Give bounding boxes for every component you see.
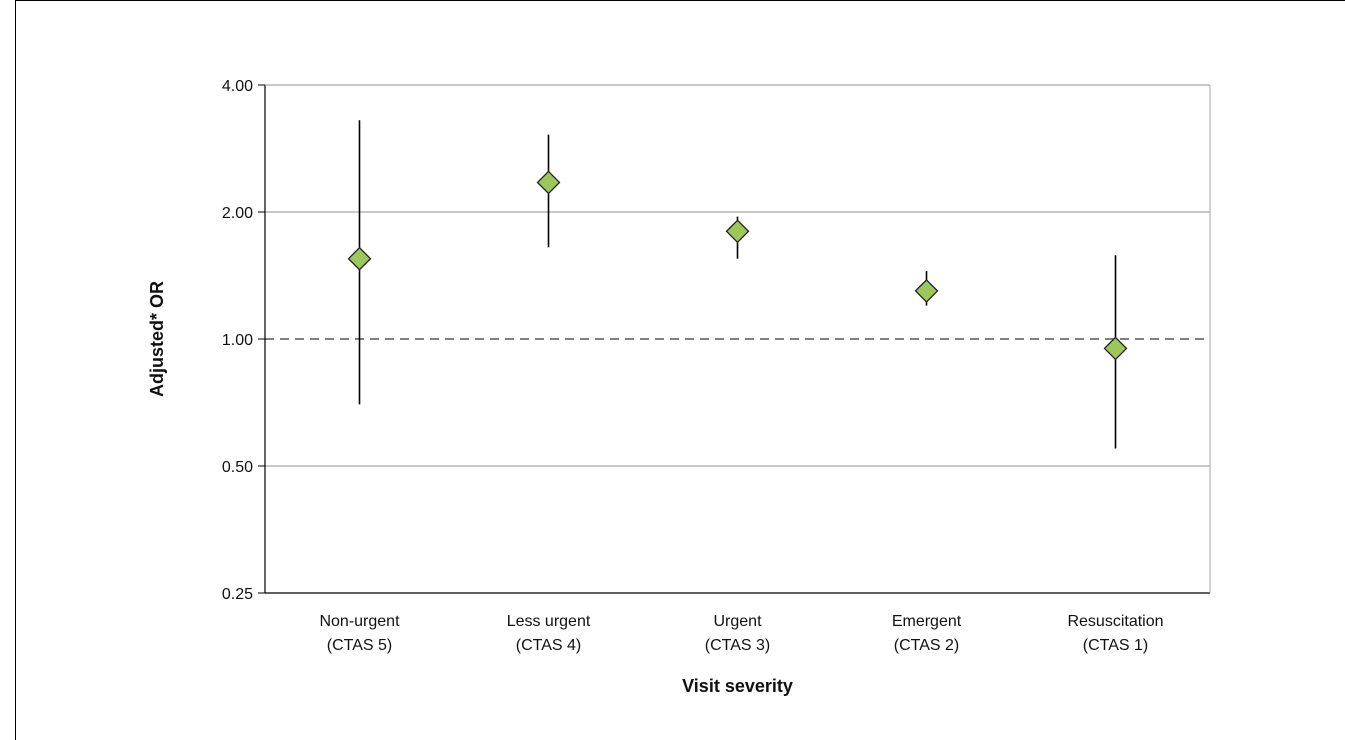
y-axis-title: Adjusted* OR [147, 281, 167, 397]
x-category-labels: Non-urgent (CTAS 5) Less urgent (CTAS 4) Urg… [319, 613, 1163, 654]
or-marker [1103, 336, 1128, 361]
category-label: Emergent [892, 613, 962, 630]
category-code-label: (CTAS 4) [516, 637, 581, 654]
x-axis-title: Visit severity [682, 676, 793, 696]
category-label: Urgent [713, 613, 762, 630]
category-label: Non-urgent [319, 613, 400, 630]
y-tick-label: 1.00 [222, 332, 253, 349]
y-tick-labels: 0.25 0.50 1.00 2.00 4.00 [222, 78, 265, 603]
y-tick-label: 4.00 [222, 78, 253, 95]
category-label: Less urgent [507, 613, 591, 630]
chart-frame [15, 0, 1345, 740]
category-code-label: (CTAS 1) [1083, 637, 1148, 654]
y-tick-label: 2.00 [222, 205, 253, 222]
y-tick-label: 0.25 [222, 586, 253, 603]
category-code-label: (CTAS 3) [705, 637, 770, 654]
or-marker [725, 219, 750, 244]
error-bars [358, 120, 1117, 449]
category-label: Resuscitation [1067, 613, 1163, 630]
y-tick-label: 0.50 [222, 459, 253, 476]
gridlines [265, 84, 1210, 467]
or-marker [914, 279, 939, 303]
or-marker [347, 246, 372, 271]
point-markers [347, 170, 1128, 361]
category-code-label: (CTAS 5) [327, 637, 392, 654]
category-code-label: (CTAS 2) [894, 637, 959, 654]
or-marker [536, 170, 561, 195]
